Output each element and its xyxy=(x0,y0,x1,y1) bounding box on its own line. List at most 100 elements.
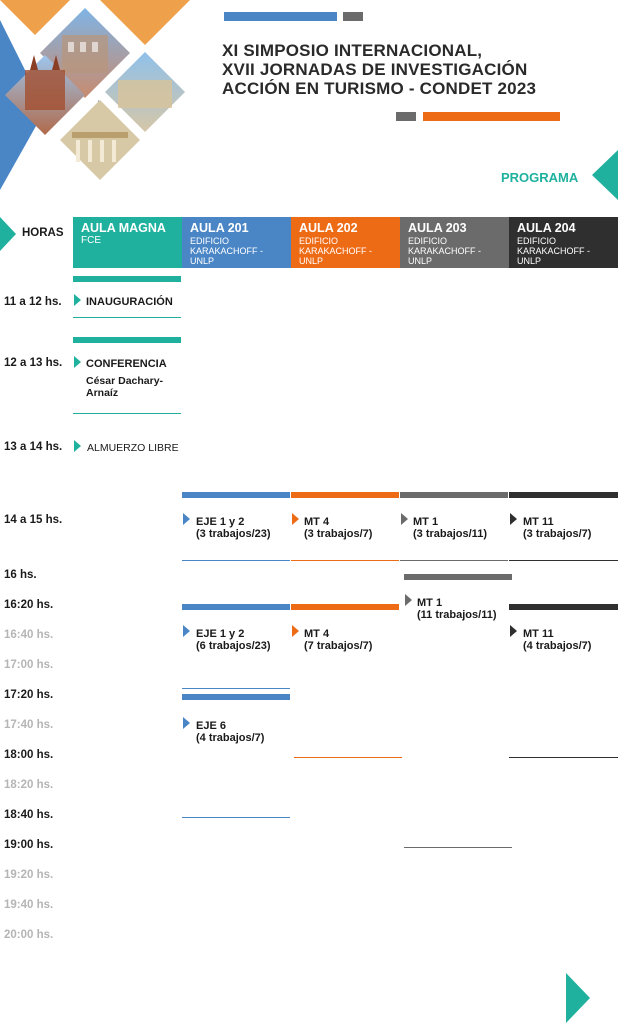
column-aula-202: AULA 202 EDIFICIO KARAKACHOFF - UNLP xyxy=(291,217,400,268)
orange-triangle-left xyxy=(0,0,70,35)
event-title: MT 11 xyxy=(523,628,554,640)
event-subtitle: (3 trabajos/7) xyxy=(304,528,373,540)
session-bar xyxy=(73,337,181,343)
session-bar xyxy=(404,574,512,580)
header-accent-blue xyxy=(224,12,337,21)
hour-label: 11 a 12 hs. xyxy=(4,296,62,308)
event-subtitle: (3 trabajos/7) xyxy=(523,528,592,540)
next-page-arrow-icon xyxy=(566,973,590,1023)
event-title: EJE 1 y 2 xyxy=(196,516,245,528)
hour-label: 20:00 hs. xyxy=(4,929,54,941)
teal-arrow-icon xyxy=(74,356,81,368)
event-title: EJE 6 xyxy=(196,720,226,732)
session-end-line xyxy=(291,560,399,561)
event-title: MT 1 xyxy=(417,597,443,609)
hour-label: 19:00 hs. xyxy=(4,839,54,851)
hour-label: 19:40 hs. xyxy=(4,899,54,911)
session-end-line xyxy=(73,317,181,318)
hour-label: 17:00 hs. xyxy=(4,659,54,671)
orange-triangle-right xyxy=(100,0,190,45)
hour-label: 18:20 hs. xyxy=(4,779,54,791)
orange-arrow-icon xyxy=(292,625,299,637)
session-bar xyxy=(73,276,181,282)
hour-label: 12 a 13 hs. xyxy=(4,357,63,369)
hours-header: HORAS xyxy=(22,227,64,239)
event-title: MT 11 xyxy=(523,516,554,528)
header-accent-gray xyxy=(343,12,363,21)
column-sub: FCE xyxy=(81,235,101,246)
column-sub: EDIFICIO KARAKACHOFF - UNLP xyxy=(408,236,482,266)
hour-label: 17:40 hs. xyxy=(4,719,54,731)
session-bar xyxy=(182,492,290,498)
orange-arrow-icon xyxy=(292,513,299,525)
event-title: MT 4 xyxy=(304,516,330,528)
title-accent-orange xyxy=(423,112,560,121)
hour-label: 13 a 14 hs. xyxy=(4,441,63,453)
column-name: AULA 201 xyxy=(190,221,249,235)
hours-arrow-icon xyxy=(0,217,16,251)
event-title: MT 1 xyxy=(413,516,439,528)
column-name: AULA 204 xyxy=(517,221,576,235)
blue-arrow-icon xyxy=(183,513,190,525)
column-sub: EDIFICIO KARAKACHOFF - UNLP xyxy=(190,236,264,266)
teal-arrow-icon xyxy=(74,294,81,306)
session-end-line xyxy=(294,757,402,758)
hour-label: 18:00 hs. xyxy=(4,749,54,761)
session-bar xyxy=(509,604,618,610)
column-name: AULA MAGNA xyxy=(81,221,166,235)
gray-arrow-icon xyxy=(401,513,408,525)
session-end-line xyxy=(400,560,508,561)
hour-label: 16:20 hs. xyxy=(4,599,54,611)
event-title-line-1: XI SIMPOSIO INTERNACIONAL, xyxy=(222,41,483,60)
session-bar xyxy=(509,492,618,498)
column-aula-201: AULA 201 EDIFICIO KARAKACHOFF - UNLP xyxy=(182,217,291,268)
event-conferencia: CONFERENCIA xyxy=(86,358,167,370)
teal-arrow-icon xyxy=(74,440,81,452)
dark-arrow-icon xyxy=(510,625,517,637)
session-bar xyxy=(291,492,399,498)
session-bar xyxy=(182,604,290,610)
blue-arrow-icon xyxy=(183,625,190,637)
blue-arrow-icon xyxy=(183,717,190,729)
gray-arrow-icon xyxy=(405,594,412,606)
event-title: MT 4 xyxy=(304,628,330,640)
programa-arrow-icon xyxy=(592,150,618,200)
event-subtitle: (4 trabajos/7) xyxy=(523,640,592,652)
column-name: AULA 202 xyxy=(299,221,358,235)
session-end-line xyxy=(509,757,618,758)
event-subtitle: (7 trabajos/7) xyxy=(304,640,373,652)
event-subtitle: (3 trabajos/11) xyxy=(413,528,487,540)
session-end-line xyxy=(182,688,290,689)
column-aula-magna: AULA MAGNA FCE xyxy=(73,217,182,268)
event-title: EJE 1 y 2 xyxy=(196,628,245,640)
hour-label: 16 hs. xyxy=(4,569,37,581)
event-title-line-3: ACCIÓN EN TURISMO - CONDET 2023 xyxy=(222,79,537,98)
column-aula-204: AULA 204 EDIFICIO KARAKACHOFF - UNLP xyxy=(509,217,618,268)
hour-label: 14 a 15 hs. xyxy=(4,514,63,526)
event-inauguracion: INAUGURACIÓN xyxy=(86,296,173,308)
conferencia-speaker: César Dachary- Arnaíz xyxy=(86,375,164,399)
hour-label: 17:20 hs. xyxy=(4,689,54,701)
session-end-line xyxy=(509,560,618,561)
section-label: PROGRAMA xyxy=(501,170,579,185)
header-collage xyxy=(0,0,190,190)
hour-label: 18:40 hs. xyxy=(4,809,54,821)
column-sub: EDIFICIO KARAKACHOFF - UNLP xyxy=(517,236,591,266)
session-end-line xyxy=(404,847,512,848)
dark-arrow-icon xyxy=(510,513,517,525)
column-sub: EDIFICIO KARAKACHOFF - UNLP xyxy=(299,236,373,266)
session-end-line xyxy=(73,413,181,414)
title-accent-gray xyxy=(396,112,416,121)
hour-label: 16:40 hs. xyxy=(4,629,54,641)
event-subtitle: (3 trabajos/23) xyxy=(196,528,271,540)
session-bar xyxy=(182,694,290,700)
event-title-line-2: XVII JORNADAS DE INVESTIGACIÓN xyxy=(222,60,528,79)
session-end-line xyxy=(182,817,290,818)
column-name: AULA 203 xyxy=(408,221,467,235)
column-aula-203: AULA 203 EDIFICIO KARAKACHOFF - UNLP xyxy=(400,217,509,268)
session-bar xyxy=(400,492,508,498)
session-end-line xyxy=(182,560,290,561)
event-subtitle: (11 trabajos/11) xyxy=(417,609,497,621)
session-bar xyxy=(291,604,399,610)
event-almuerzo: ALMUERZO LIBRE xyxy=(87,442,179,454)
